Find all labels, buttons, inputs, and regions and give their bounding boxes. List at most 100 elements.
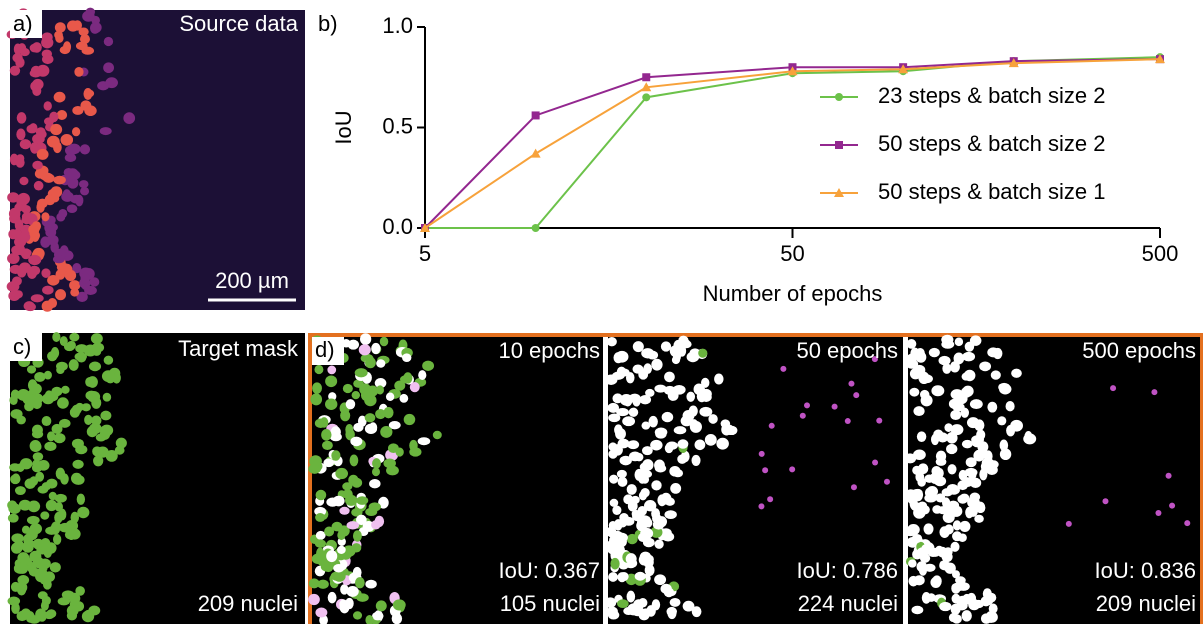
nucleus	[988, 603, 998, 614]
false-positive	[1110, 385, 1117, 392]
nucleus	[356, 496, 369, 505]
nucleus	[375, 385, 384, 395]
nucleus	[946, 432, 958, 444]
nucleus	[321, 429, 332, 441]
nucleus	[655, 429, 667, 439]
nucleus	[966, 417, 980, 429]
nucleus	[80, 272, 91, 284]
nucleus	[967, 496, 980, 509]
nuclei-count: 209 nuclei	[1096, 591, 1196, 616]
nucleus	[28, 254, 42, 266]
iou-label: IoU: 0.786	[796, 558, 898, 583]
target-image	[10, 333, 305, 624]
nucleus	[916, 547, 929, 558]
nucleus	[79, 144, 91, 155]
nucleus	[356, 514, 367, 526]
marker	[531, 224, 540, 232]
nucleus	[941, 334, 954, 345]
nucleus	[608, 572, 618, 582]
nucleus	[720, 419, 731, 428]
nucleus	[694, 439, 706, 451]
nucleus	[619, 394, 633, 406]
separator	[603, 337, 608, 624]
nucleus	[919, 371, 930, 384]
nucleus	[9, 65, 21, 76]
nucleus	[32, 160, 43, 170]
nucleus	[394, 380, 406, 391]
nucleus	[371, 520, 381, 530]
nucleus	[988, 460, 999, 469]
nucleus	[24, 478, 36, 489]
nucleus	[645, 388, 655, 397]
nucleus	[987, 347, 1000, 358]
nucleus	[314, 418, 327, 428]
nucleus	[351, 477, 363, 488]
nucleus	[93, 455, 104, 467]
nucleus	[916, 561, 928, 573]
nucleus	[96, 446, 109, 458]
nucleus	[942, 363, 952, 374]
nucleus	[610, 557, 620, 570]
label-box	[10, 333, 42, 361]
nucleus	[12, 53, 23, 63]
nucleus	[968, 469, 977, 480]
nucleus	[913, 406, 925, 417]
nucleus	[938, 355, 951, 366]
nucleus	[360, 389, 371, 401]
nucleus	[432, 430, 442, 440]
nucleus	[985, 611, 998, 623]
nucleus	[619, 571, 629, 582]
nucleus	[69, 332, 80, 342]
label-box	[10, 10, 42, 38]
nucleus	[686, 351, 700, 363]
iou-label: IoU: 0.836	[1094, 558, 1196, 583]
nucleus	[376, 359, 386, 368]
nucleus	[13, 539, 25, 552]
nucleus	[55, 33, 64, 43]
nucleus	[46, 135, 60, 148]
nucleus	[933, 429, 944, 439]
nucleus	[999, 439, 1009, 452]
nucleus	[72, 263, 82, 274]
nucleus	[52, 534, 62, 545]
false-positive	[1165, 472, 1172, 479]
nucleus	[939, 601, 952, 612]
nucleus	[40, 511, 50, 520]
nucleus	[632, 395, 641, 407]
nucleus	[371, 342, 381, 355]
nucleus	[392, 599, 406, 611]
nucleus	[923, 523, 934, 535]
nucleus	[101, 370, 115, 383]
nucleus	[48, 491, 57, 501]
nucleus	[34, 371, 46, 382]
nucleus	[29, 550, 42, 563]
false-positive	[767, 496, 774, 503]
nucleus	[954, 337, 964, 347]
nucleus	[77, 506, 90, 519]
nucleus	[42, 285, 54, 295]
nucleus	[646, 605, 656, 617]
false-positive	[758, 450, 765, 457]
nucleus	[369, 478, 381, 489]
panel-label: d)	[315, 337, 335, 362]
nucleus	[950, 541, 960, 552]
nucleus	[379, 336, 389, 347]
nucleus	[71, 127, 81, 137]
nucleus	[28, 224, 40, 235]
marker	[641, 82, 652, 92]
nucleus	[612, 505, 622, 515]
nucleus	[54, 493, 67, 503]
nucleus	[650, 439, 663, 451]
nucleus	[399, 393, 409, 403]
marker	[835, 93, 843, 101]
nucleus	[38, 130, 47, 139]
nucleus	[677, 345, 687, 357]
nucleus	[616, 408, 629, 417]
nucleus	[324, 526, 335, 537]
nucleus	[626, 484, 637, 495]
nucleus	[345, 494, 358, 506]
nucleus	[360, 333, 372, 345]
nucleus	[957, 494, 969, 504]
nucleus	[627, 500, 638, 512]
nucleus	[55, 289, 67, 301]
